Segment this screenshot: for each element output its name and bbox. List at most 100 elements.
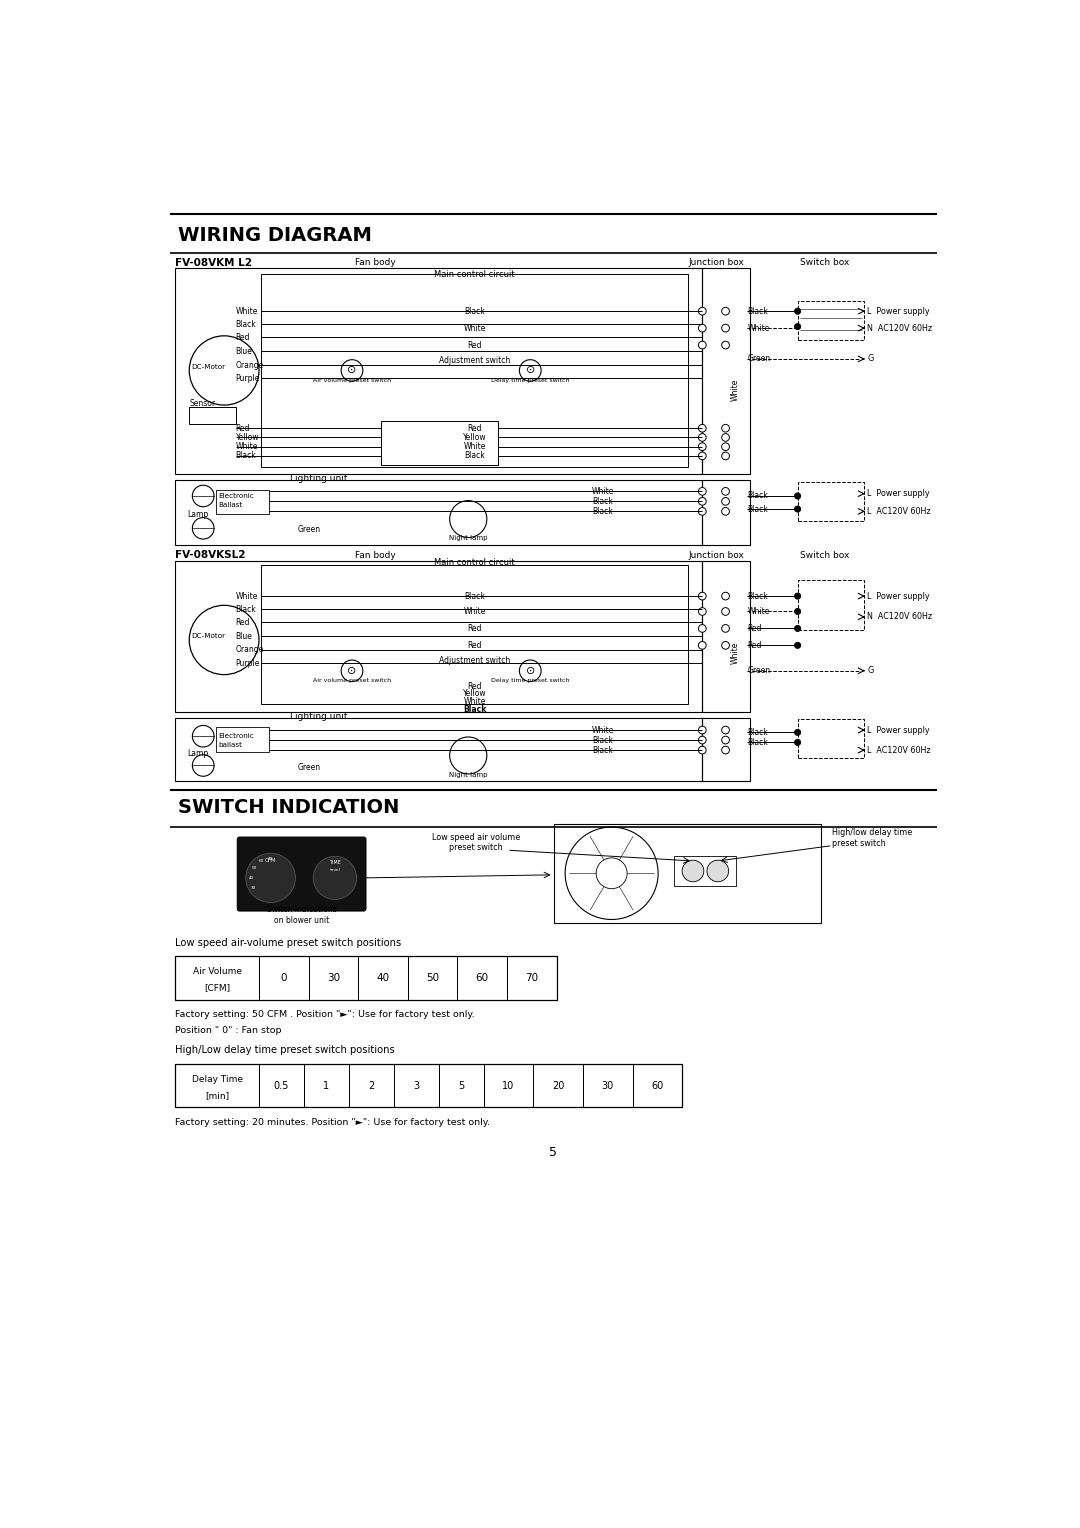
Text: ⊙: ⊙ — [526, 666, 535, 675]
Text: Switch box: Switch box — [800, 550, 850, 559]
Circle shape — [795, 324, 800, 330]
Circle shape — [699, 341, 706, 348]
Circle shape — [699, 487, 706, 495]
Text: Yellow: Yellow — [235, 432, 259, 442]
Circle shape — [721, 487, 729, 495]
Text: 60: 60 — [651, 1080, 663, 1091]
Text: Black: Black — [592, 735, 613, 744]
Text: [min]: [min] — [205, 1091, 229, 1100]
Circle shape — [721, 434, 729, 442]
Circle shape — [795, 642, 800, 648]
Circle shape — [699, 498, 706, 506]
Circle shape — [449, 736, 487, 775]
Bar — [381, 420, 498, 465]
Circle shape — [192, 486, 214, 507]
Text: White: White — [747, 607, 770, 616]
Circle shape — [699, 625, 706, 633]
Text: High/Low delay time preset switch positions: High/Low delay time preset switch positi… — [175, 1045, 395, 1056]
Bar — [583, 1063, 633, 1108]
Circle shape — [795, 506, 800, 512]
Text: 0.5: 0.5 — [274, 1080, 289, 1091]
Circle shape — [721, 425, 729, 432]
Circle shape — [341, 660, 363, 681]
Circle shape — [721, 608, 729, 616]
Text: ⊙: ⊙ — [348, 666, 356, 675]
Text: Lighting unit: Lighting unit — [291, 474, 348, 483]
Text: Red: Red — [468, 341, 482, 350]
Circle shape — [699, 593, 706, 601]
Text: WIRING DIAGRAM: WIRING DIAGRAM — [177, 226, 372, 244]
Bar — [702, 267, 751, 474]
Circle shape — [721, 726, 729, 733]
Text: White: White — [731, 642, 740, 665]
Bar — [798, 483, 864, 521]
Text: 40: 40 — [248, 876, 254, 880]
Bar — [309, 957, 359, 999]
Bar — [175, 480, 702, 545]
Text: SWITCH INDICATION: SWITCH INDICATION — [177, 798, 399, 816]
Text: Electronic: Electronic — [218, 733, 255, 740]
Bar — [175, 957, 259, 999]
Text: Red: Red — [235, 617, 251, 626]
Circle shape — [699, 452, 706, 460]
Bar — [507, 957, 556, 999]
Text: Black: Black — [464, 591, 485, 601]
Text: Lighting unit: Lighting unit — [291, 712, 348, 721]
Text: Black: Black — [592, 497, 613, 506]
Text: Position " 0" : Fan stop: Position " 0" : Fan stop — [175, 1025, 282, 1034]
Text: Adjustment switch: Adjustment switch — [438, 356, 510, 365]
Text: Delay time preset switch: Delay time preset switch — [491, 678, 569, 683]
Circle shape — [192, 518, 214, 539]
Circle shape — [721, 341, 729, 348]
Text: White: White — [731, 379, 740, 400]
Circle shape — [721, 307, 729, 315]
Text: Red: Red — [235, 333, 251, 342]
Circle shape — [699, 736, 706, 744]
Text: White: White — [235, 591, 258, 601]
Text: L  AC120V 60Hz: L AC120V 60Hz — [867, 507, 931, 516]
Circle shape — [721, 498, 729, 506]
Text: Main control circuit: Main control circuit — [434, 270, 515, 278]
Circle shape — [795, 494, 800, 500]
Text: Black: Black — [747, 591, 768, 601]
Circle shape — [721, 443, 729, 451]
Circle shape — [721, 642, 729, 649]
Text: Green: Green — [298, 526, 321, 535]
Circle shape — [699, 307, 706, 315]
Text: Delay time preset switch: Delay time preset switch — [491, 377, 569, 384]
Bar — [798, 581, 864, 630]
Bar — [534, 1063, 583, 1108]
Circle shape — [699, 443, 706, 451]
Text: Fan body: Fan body — [355, 550, 395, 559]
Circle shape — [721, 746, 729, 753]
Text: Orange: Orange — [235, 361, 264, 370]
Circle shape — [192, 726, 214, 747]
Bar — [175, 1063, 259, 1108]
Text: L  Power supply: L Power supply — [867, 489, 930, 498]
Circle shape — [341, 359, 363, 382]
Circle shape — [795, 740, 800, 746]
Bar — [633, 1063, 683, 1108]
Text: 60: 60 — [258, 859, 264, 863]
Text: Yellow: Yellow — [462, 689, 486, 698]
Circle shape — [699, 425, 706, 432]
Text: (min): (min) — [329, 868, 340, 872]
Text: 70: 70 — [268, 857, 273, 860]
Circle shape — [795, 625, 800, 631]
Circle shape — [699, 324, 706, 332]
Bar — [349, 1063, 394, 1108]
Bar — [702, 718, 751, 781]
Bar — [216, 490, 269, 515]
Text: L  Power supply: L Power supply — [867, 591, 930, 601]
Bar — [189, 408, 235, 425]
Text: White: White — [463, 697, 486, 706]
Circle shape — [189, 605, 259, 675]
Text: 30: 30 — [252, 886, 256, 889]
Circle shape — [699, 746, 706, 753]
Text: Factory setting: 20 minutes. Position "►": Use for factory test only.: Factory setting: 20 minutes. Position "►… — [175, 1118, 490, 1128]
Text: N  AC120V 60Hz: N AC120V 60Hz — [867, 613, 932, 622]
Text: 1: 1 — [323, 1080, 329, 1091]
Text: 5: 5 — [550, 1146, 557, 1158]
Text: White: White — [592, 487, 615, 497]
Text: DC-Motor: DC-Motor — [191, 633, 225, 639]
